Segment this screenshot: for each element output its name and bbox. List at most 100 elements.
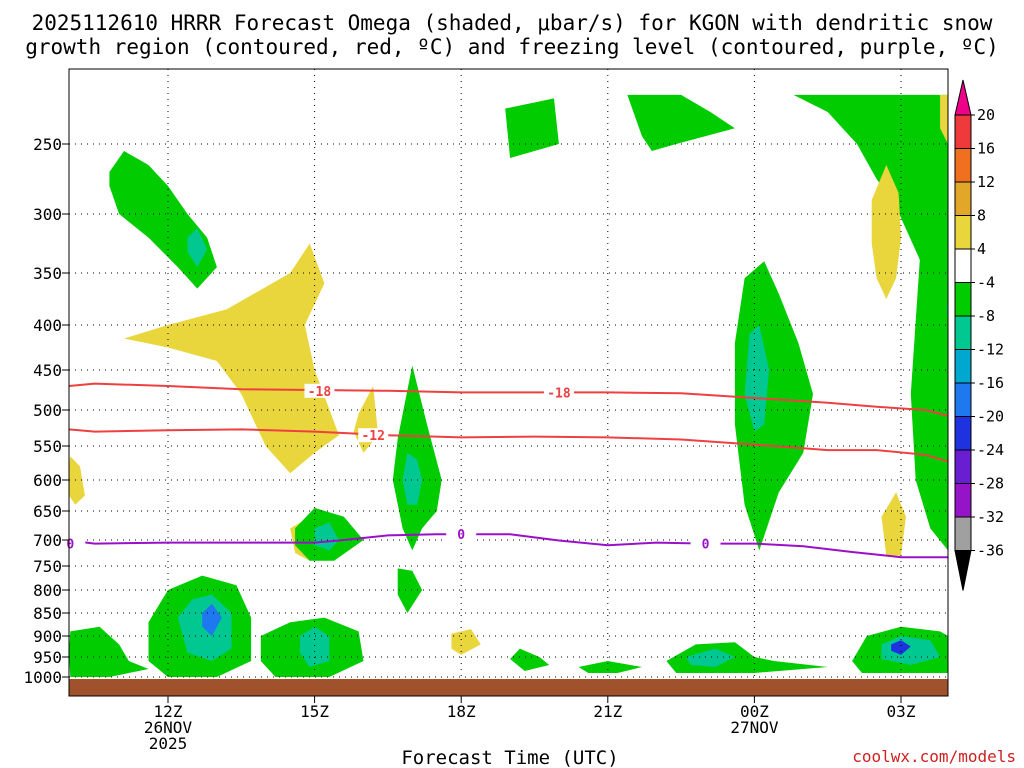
- colorbar-top-triangle: [954, 79, 972, 116]
- x-tick-label: 2025: [149, 734, 188, 753]
- region-yellow-right-top: [940, 94, 948, 144]
- y-tick-label: 350: [33, 264, 62, 283]
- y-tick-label: 450: [33, 361, 62, 380]
- y-tick-label: 600: [33, 471, 62, 490]
- contour-freezing_0: [68, 533, 948, 559]
- x-tick-label: 18Z: [447, 702, 476, 721]
- y-tick-label: 850: [33, 604, 62, 623]
- colorbar-label: -28: [977, 475, 1004, 493]
- plot-area: -18 -18 -12 0 0 0: [55, 68, 949, 697]
- x-tick-label: 26NOV: [144, 718, 193, 737]
- y-tick-label: 500: [33, 401, 62, 420]
- chart-title-line1: 2025112610 HRRR Forecast Omega (shaded, …: [32, 11, 993, 35]
- contour-label: -18: [547, 386, 571, 401]
- y-tick-label: 800: [33, 581, 62, 600]
- contour-dgz_-18: [68, 382, 949, 417]
- colorbar-box: [954, 282, 972, 317]
- colorbar-label: 4: [977, 240, 986, 258]
- region-yellow-03z: [881, 492, 906, 556]
- contour-label-bg: [304, 383, 335, 398]
- y-tick-label: 750: [33, 557, 62, 576]
- colorbar-box: [954, 148, 972, 183]
- omega-shaded-regions: [69, 94, 948, 677]
- y-tick-label: 250: [33, 135, 62, 154]
- colorbar-box: [954, 215, 972, 250]
- contour-lines: [68, 382, 949, 559]
- x-tick-label: 03Z: [887, 702, 916, 721]
- colorbar-box: [954, 382, 972, 417]
- region-yellow-mid-right: [871, 165, 901, 299]
- x-tick-label: 27NOV: [730, 718, 779, 737]
- y-tick-label: 700: [33, 531, 62, 550]
- x-tick-label: 21Z: [593, 702, 622, 721]
- contour-label: 0: [457, 528, 465, 543]
- colorbar-label: -32: [977, 508, 1004, 526]
- region-yellow-18z-lower: [451, 629, 481, 655]
- y-tick-label: 400: [33, 316, 62, 335]
- region-yellow-upper-left: [124, 243, 339, 474]
- x-axis-label: Forecast Time (UTC): [401, 747, 618, 768]
- colorbar-label: -16: [977, 374, 1004, 392]
- y-tick-label: 550: [33, 437, 62, 456]
- region-yellow-small-left: [69, 456, 85, 505]
- y-tick-label: 650: [33, 502, 62, 521]
- colorbar: 20 16 12 8 4 -4 -8 -12 -16 -20 -24 -28 -32 -36: [954, 79, 1004, 591]
- colorbar-bottom-triangle: [954, 550, 972, 591]
- plot-frame: [68, 68, 949, 697]
- contour-label: 0: [66, 538, 74, 553]
- colorbar-box: [954, 349, 972, 384]
- contour-label: 0: [702, 538, 710, 553]
- y-tick-label: 1000: [23, 668, 62, 687]
- contour-dgz_-12: [68, 428, 949, 463]
- colorbar-label: 8: [977, 207, 986, 225]
- colorbar-box: [954, 248, 972, 283]
- region-green-26z-right: [910, 249, 948, 551]
- region-green-top-right: [627, 94, 735, 151]
- colorbar-label: -20: [977, 408, 1004, 426]
- y-tick-label: 950: [33, 648, 62, 667]
- contour-label: -12: [361, 429, 384, 444]
- y-tick-label: 300: [33, 205, 62, 224]
- colorbar-box: [954, 416, 972, 451]
- colorbar-box: [954, 483, 972, 518]
- region-green-lower-left: [69, 626, 149, 677]
- contour-label-bg: [690, 536, 721, 551]
- x-tick-label: 15Z: [300, 702, 329, 721]
- credit-text: coolwx.com/models: [852, 747, 1016, 766]
- colorbar-label: 12: [977, 173, 995, 191]
- chart-title-line2: growth region (contoured, red, ºC) and f…: [25, 35, 999, 59]
- region-teal-23z-lower: [686, 648, 735, 667]
- region-teal-15z-blob: [314, 522, 339, 551]
- colorbar-label: -24: [977, 441, 1004, 459]
- y-axis: 250 300 350 400 450 500 550 600 650 700 750 800 850 9…: [23, 135, 69, 687]
- region-teal-upper-left: [187, 228, 208, 268]
- colorbar-label: -36: [977, 542, 1004, 560]
- contour-label-bg: [543, 385, 574, 400]
- contour-label-bg: [446, 527, 477, 542]
- x-tick-label: 12Z: [154, 702, 183, 721]
- region-green-top-right2: [715, 94, 948, 541]
- region-blue-13z-blob: [202, 603, 222, 636]
- colorbar-box: [954, 449, 972, 484]
- colorbar-label: 20: [977, 106, 995, 124]
- x-tick-label: 00Z: [740, 702, 769, 721]
- colorbar-box: [954, 315, 972, 350]
- colorbar-box: [954, 181, 972, 216]
- colorbar-label: -4: [977, 274, 995, 292]
- colorbar-label: 16: [977, 140, 995, 158]
- gridlines: [69, 69, 948, 680]
- colorbar-label: -8: [977, 307, 995, 325]
- contour-label: -18: [308, 385, 332, 400]
- contour-labels: -18 -18 -12 0 0 0: [55, 383, 721, 553]
- contour-label-bg: [358, 428, 389, 443]
- region-teal-00z-column: [744, 325, 770, 432]
- region-green-17z-lower: [397, 568, 423, 613]
- region-teal-17z-column: [402, 452, 423, 505]
- colorbar-box: [954, 114, 972, 149]
- ground-surface: [69, 679, 948, 696]
- colorbar-box: [954, 516, 972, 551]
- region-green-19z-lower: [510, 648, 550, 671]
- region-blue-03z-lower: [891, 640, 911, 655]
- y-tick-label: 900: [33, 627, 62, 646]
